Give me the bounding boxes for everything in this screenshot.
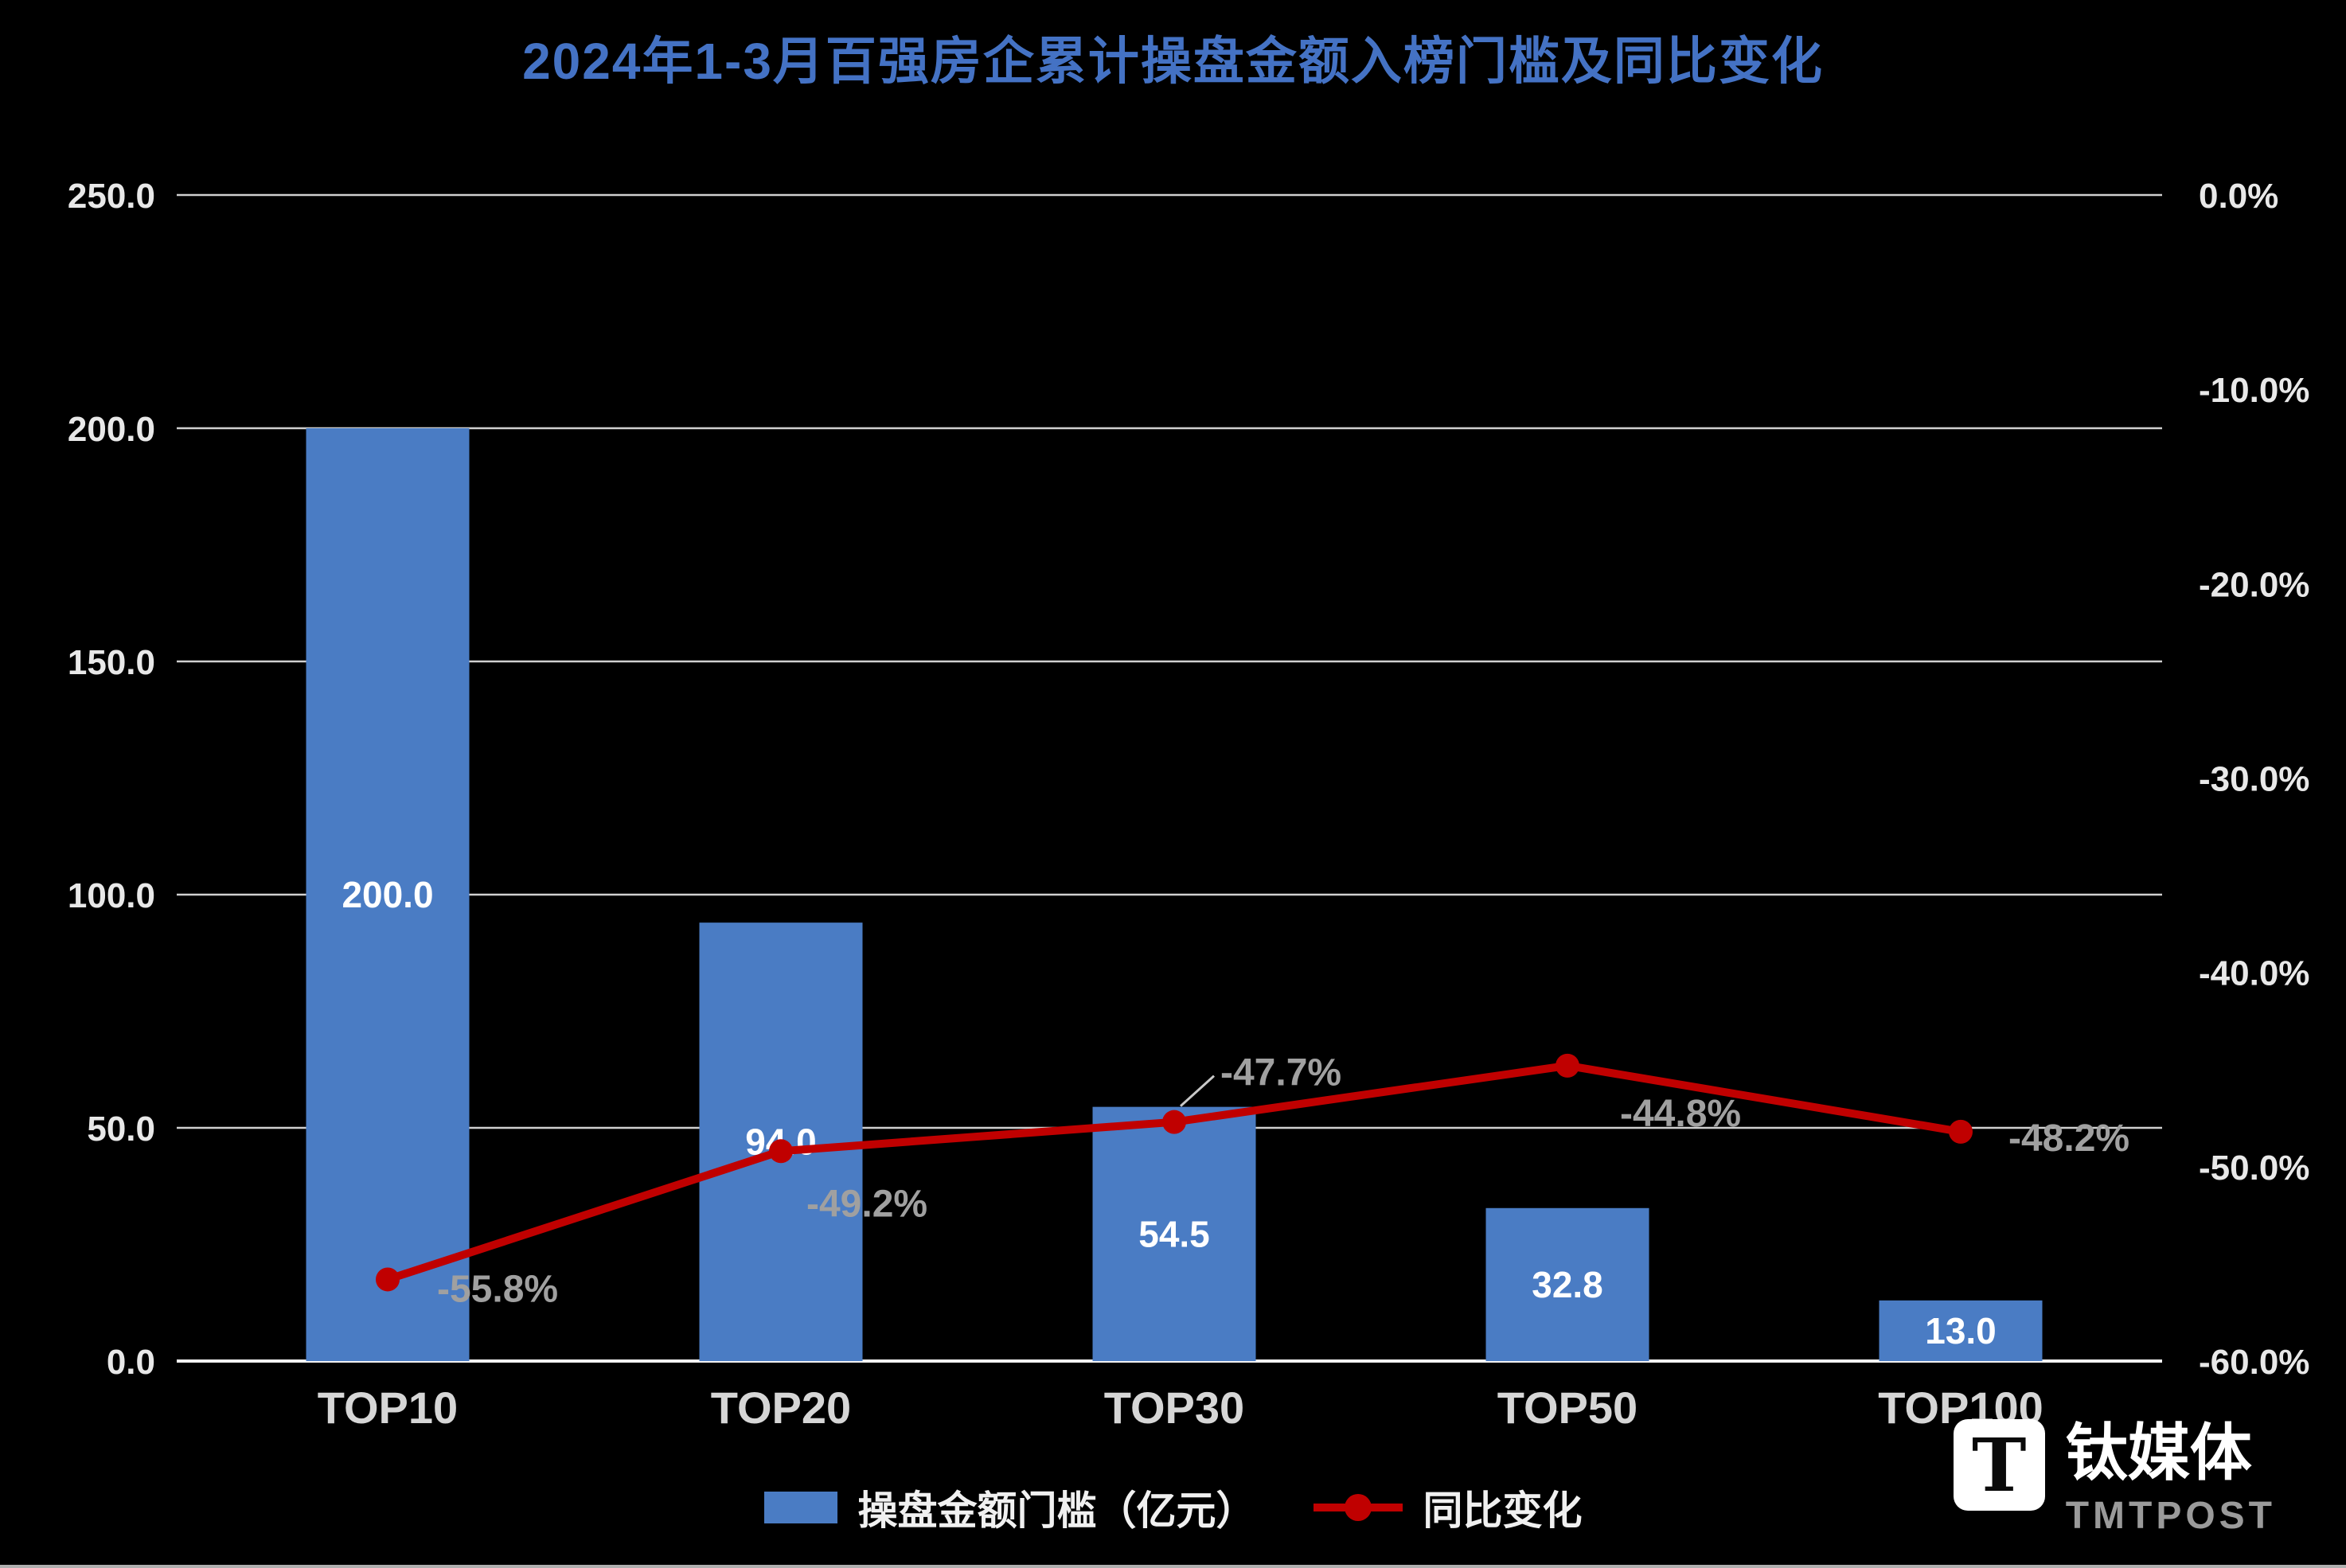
- y-tick-label-left: 250.0: [68, 177, 155, 216]
- x-tick-label: TOP30: [1104, 1383, 1244, 1433]
- watermark-en: TMTPOST: [2065, 1495, 2276, 1537]
- x-tick-label: TOP10: [318, 1383, 458, 1433]
- line-point: [1949, 1119, 1973, 1144]
- y-tick-label-left: 100.0: [68, 876, 155, 915]
- y-tick-label-right: -50.0%: [2199, 1149, 2309, 1188]
- point-label: -55.8%: [437, 1268, 558, 1310]
- chart-title: 2024年1-3月百强房企累计操盘金额入榜门槛及同比变化: [522, 33, 1824, 90]
- bar-value-label: 54.5: [1138, 1213, 1210, 1254]
- point-label: -49.2%: [806, 1183, 927, 1225]
- point-label: -48.2%: [2008, 1117, 2129, 1160]
- y-tick-label-left: 0.0: [107, 1343, 155, 1382]
- point-label: -44.8%: [1620, 1093, 1741, 1135]
- chart-legend: 操盘金额门槛（亿元） 同比变化: [0, 1479, 2346, 1536]
- legend-label-bar-series: 操盘金额门槛（亿元）: [857, 1488, 1256, 1533]
- line-point: [376, 1267, 400, 1292]
- x-tick-label: TOP20: [711, 1383, 851, 1433]
- bar-value-label: 13.0: [1925, 1310, 1997, 1352]
- y-tick-label-left: 200.0: [68, 410, 155, 449]
- logo-letter: T: [1971, 1422, 2027, 1508]
- legend-label-line-series: 同比变化: [1423, 1488, 1583, 1533]
- y-tick-label-right: -30.0%: [2199, 760, 2309, 799]
- legend-item-line-series: 同比变化: [1313, 1479, 1583, 1536]
- tmtpost-watermark: T 钛媒体 TMTPOST: [1953, 1418, 2276, 1538]
- line-series-swatch-icon: [1313, 1494, 1403, 1521]
- y-tick-label-left: 150.0: [68, 643, 155, 682]
- legend-item-bar-series: 操盘金额门槛（亿元）: [763, 1479, 1256, 1536]
- y-tick-label-left: 50.0: [87, 1110, 155, 1149]
- watermark-text: 钛媒体 TMTPOST: [2065, 1418, 2276, 1538]
- bar: [1092, 1106, 1256, 1361]
- y-tick-label-right: -10.0%: [2199, 371, 2309, 410]
- x-tick-label: TOP50: [1497, 1383, 1638, 1433]
- line-point: [1556, 1053, 1579, 1078]
- bar: [306, 428, 470, 1361]
- bar-value-label: 200.0: [342, 874, 433, 915]
- bar: [1879, 1300, 2043, 1361]
- bar-value-label: 32.8: [1532, 1264, 1603, 1305]
- line-point: [769, 1139, 793, 1164]
- line-point: [1162, 1110, 1186, 1134]
- y-tick-label-right: -40.0%: [2199, 954, 2309, 993]
- y-tick-label-right: 0.0%: [2199, 177, 2278, 216]
- y-tick-label-right: -60.0%: [2199, 1343, 2309, 1382]
- bottom-border-line: [0, 1565, 2346, 1568]
- point-label: -47.7%: [1220, 1052, 1341, 1094]
- tmtpost-logo-icon: T: [1953, 1419, 2045, 1511]
- y-tick-label-right: -20.0%: [2199, 565, 2309, 604]
- leader-line: [1179, 1075, 1216, 1107]
- bar-series-swatch-icon: [763, 1492, 837, 1523]
- watermark-cn: 钛媒体: [2065, 1418, 2252, 1488]
- bar: [1485, 1207, 1649, 1361]
